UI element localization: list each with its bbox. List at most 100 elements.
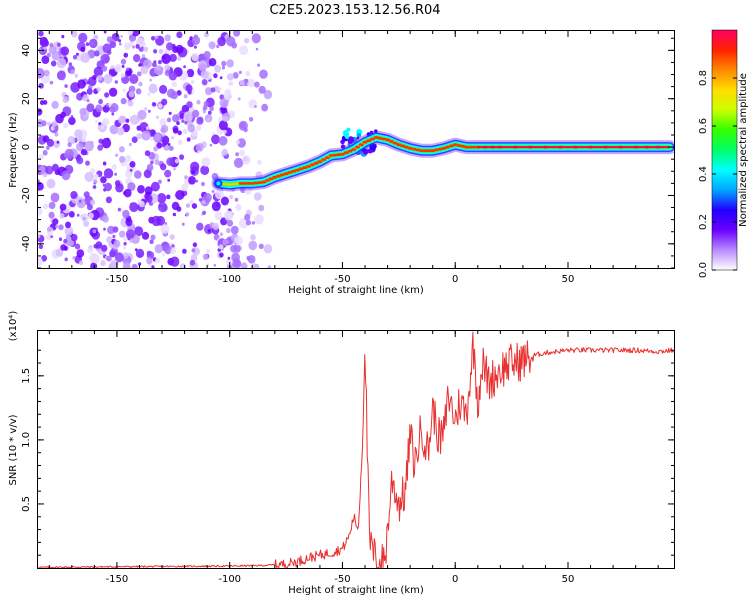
noise-blob: [123, 263, 130, 268]
noise-blob: [128, 142, 132, 147]
noise-blob: [86, 88, 93, 95]
noise-blob: [151, 36, 156, 41]
noise-blob: [153, 146, 159, 152]
trace-hotspot: [317, 160, 323, 164]
noise-blob: [45, 234, 52, 241]
noise-blob: [239, 45, 248, 55]
noise-blob: [129, 114, 140, 125]
noise-blob: [51, 60, 57, 67]
trace-hotspot: [294, 168, 300, 172]
noise-blob: [186, 68, 195, 78]
noise-blob: [76, 142, 84, 151]
trace-hotspot: [433, 148, 439, 152]
noise-blob: [52, 218, 59, 226]
noise-blob: [70, 115, 74, 118]
trace-hotspot: [388, 140, 394, 143]
noise-blob: [237, 138, 247, 148]
noise-blob: [173, 167, 176, 171]
spectrogram-ytick-label: 0: [21, 144, 32, 150]
noise-blob: [219, 87, 223, 91]
noise-blob: [121, 64, 125, 68]
noise-blob: [219, 98, 229, 109]
snr-ytick-label: 1.0: [21, 432, 32, 448]
noise-blob: [220, 106, 228, 115]
trace-hotspot: [437, 147, 443, 151]
trace-hotspot: [396, 143, 402, 147]
noise-blob: [156, 215, 165, 226]
trace-hotspot: [268, 177, 274, 181]
noise-blob: [109, 41, 117, 49]
noise-blob: [185, 84, 193, 93]
noise-blob: [170, 248, 176, 255]
noise-blob: [184, 175, 188, 180]
noise-blob: [108, 87, 118, 97]
snr-xtick-label: 0: [452, 574, 458, 585]
noise-blob: [212, 222, 219, 231]
noise-blob: [51, 50, 61, 61]
snr-xtick-label: 50: [562, 574, 575, 585]
snr-axes: -150 -100 -50 0 50 0.5 1.0 1.5: [21, 331, 674, 585]
trace-hotspot: [264, 179, 270, 182]
noise-blob: [230, 225, 239, 235]
noise-blob: [254, 105, 257, 108]
noise-blob: [251, 33, 261, 44]
noise-blob: [226, 59, 234, 68]
noise-blob: [39, 100, 45, 106]
noise-blob: [102, 117, 110, 126]
noise-blob: [167, 143, 171, 146]
noise-blob: [211, 134, 220, 145]
noise-blob: [120, 35, 123, 38]
trace-hotspot: [351, 148, 357, 151]
noise-blob: [76, 249, 85, 258]
noise-blob: [233, 157, 244, 168]
noise-blob: [100, 125, 105, 130]
noise-blob: [115, 183, 124, 193]
noise-blob: [74, 73, 79, 78]
spectrogram-axes: -150 -100 -50 0 50 -40 -20 0 20 40: [21, 31, 674, 285]
noise-blob: [68, 211, 75, 218]
noise-blob: [231, 212, 235, 216]
noise-blob: [63, 122, 69, 129]
noise-blob: [186, 203, 190, 208]
noise-blob: [200, 165, 210, 176]
noise-blob: [46, 52, 51, 58]
noise-blob: [125, 118, 130, 123]
noise-blob: [219, 252, 224, 258]
noise-blob: [233, 31, 241, 37]
noise-blob: [154, 133, 161, 142]
noise-blob: [129, 74, 139, 84]
burst-blob: [345, 135, 349, 140]
noise-blob: [111, 112, 115, 116]
noise-blob: [152, 131, 156, 135]
noise-blob: [169, 234, 175, 240]
spectrogram-xlabel: Height of straight line (km): [288, 285, 424, 296]
noise-blob: [114, 80, 119, 84]
spectrogram-panel: -150 -100 -50 0 50 -40 -20 0 20 40 Height of stra…: [8, 30, 675, 296]
noise-blob: [250, 234, 256, 241]
snr-ytick-label: 1.5: [21, 368, 32, 384]
noise-blob: [216, 44, 220, 49]
trace-hotspot: [291, 169, 297, 173]
noise-blob: [191, 53, 199, 62]
noise-blob: [131, 31, 140, 37]
trace-hotspot: [238, 182, 244, 185]
noise-blob: [214, 211, 223, 220]
noise-blob: [177, 139, 183, 146]
spectrogram-xtick-label: -50: [334, 274, 350, 285]
noise-blob: [154, 159, 160, 165]
noise-blob: [50, 192, 60, 203]
trace-hotspot: [452, 143, 458, 147]
noise-blob: [227, 73, 234, 81]
noise-blob: [201, 200, 206, 205]
noise-blob: [152, 61, 157, 68]
noise-blob: [154, 65, 164, 76]
noise-blob: [166, 117, 172, 123]
spectrogram-xtick-label: -100: [218, 274, 241, 285]
noise-blob: [38, 207, 43, 216]
trace-hotspot: [449, 144, 454, 148]
noise-blob: [163, 245, 173, 255]
noise-blob: [101, 65, 108, 72]
snr-xtick-label: -100: [218, 574, 241, 585]
noise-blob: [242, 155, 251, 165]
noise-blob: [42, 150, 48, 156]
